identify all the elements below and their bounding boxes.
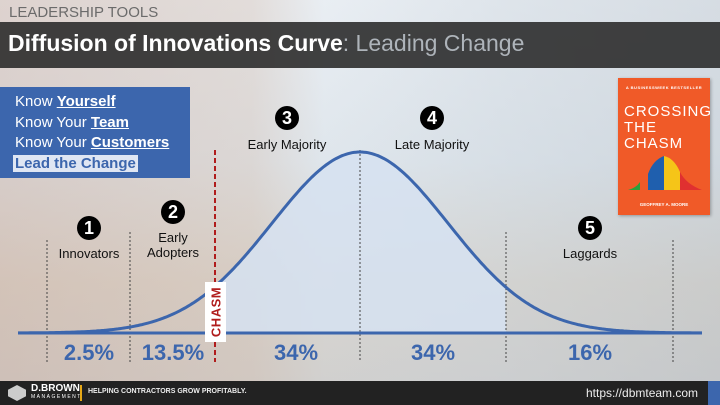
list-item: Know Yourself [15,92,190,113]
brand-logo: D.BROWN MANAGEMENT [31,383,82,401]
page-title: Diffusion of Innovations Curve [8,30,343,56]
list-item: Know Your Team [15,113,190,134]
footer-tagline: HELPING CONTRACTORS GROW PROFITABLY. [88,388,247,395]
item-prefix: Know Your [15,134,91,151]
book-title: CHASM [624,135,684,152]
list-item: Know Your Customers [15,133,190,154]
leadership-list: Know Yourself Know Your Team Know Your C… [0,87,190,178]
percent-laggards: 16% [567,340,613,365]
segment-label-laggards: Laggards [562,246,618,261]
percent-innovators: 2.5% [63,340,115,365]
accent-tab [708,381,720,405]
percent-late-majority: 34% [410,340,456,365]
item-emphasis: Customers [90,134,170,151]
item-prefix: Know [15,93,57,110]
segment-number-5: 5 [578,216,602,240]
segment-label-early-majority: Early Majority [247,137,327,152]
website-link[interactable]: https://dbmteam.com [586,386,699,400]
book-cover: A BUSINESSWEEK BESTSELLER CROSSING THE CHA… [618,78,713,215]
segment-number-4: 4 [420,106,444,130]
percent-early-majority: 34% [273,340,319,365]
book-curve-icon [628,156,702,190]
item-highlight: Lead the Change [13,154,138,172]
divider [80,385,82,401]
segment-number-3: 3 [275,106,299,130]
segment-label-early-adopters: Early Adopters [146,230,200,260]
footer: D.BROWN MANAGEMENT HELPING CONTRACTORS GR… [0,381,720,405]
segment-number-1: 1 [77,216,101,240]
list-item: Lead the Change [13,154,190,175]
item-emphasis: Team [90,113,129,131]
page-subtitle: : Leading Change [342,30,525,56]
percent-early-adopters: 13.5% [141,340,205,365]
book-tagline: A BUSINESSWEEK BESTSELLER [625,85,703,90]
book-author: GEOFFREY A. MOORE [639,202,689,207]
segment-label-innovators: Innovators [58,246,120,261]
chasm-label: CHASM [208,286,223,338]
item-emphasis: Yourself [56,93,116,110]
bell-curve [18,150,702,335]
kicker: LEADERSHIP TOOLS [9,4,159,21]
title-bar: Diffusion of Innovations Curve: Leading … [0,22,720,68]
item-prefix: Know Your [15,113,91,131]
book-title: CROSSING [624,103,713,120]
logo-icon [8,385,26,401]
segment-label-late-majority: Late Majority [394,137,470,152]
chasm-marker: CHASM [205,282,226,342]
book-title: THE [624,119,657,136]
segment-number-2: 2 [161,200,185,224]
